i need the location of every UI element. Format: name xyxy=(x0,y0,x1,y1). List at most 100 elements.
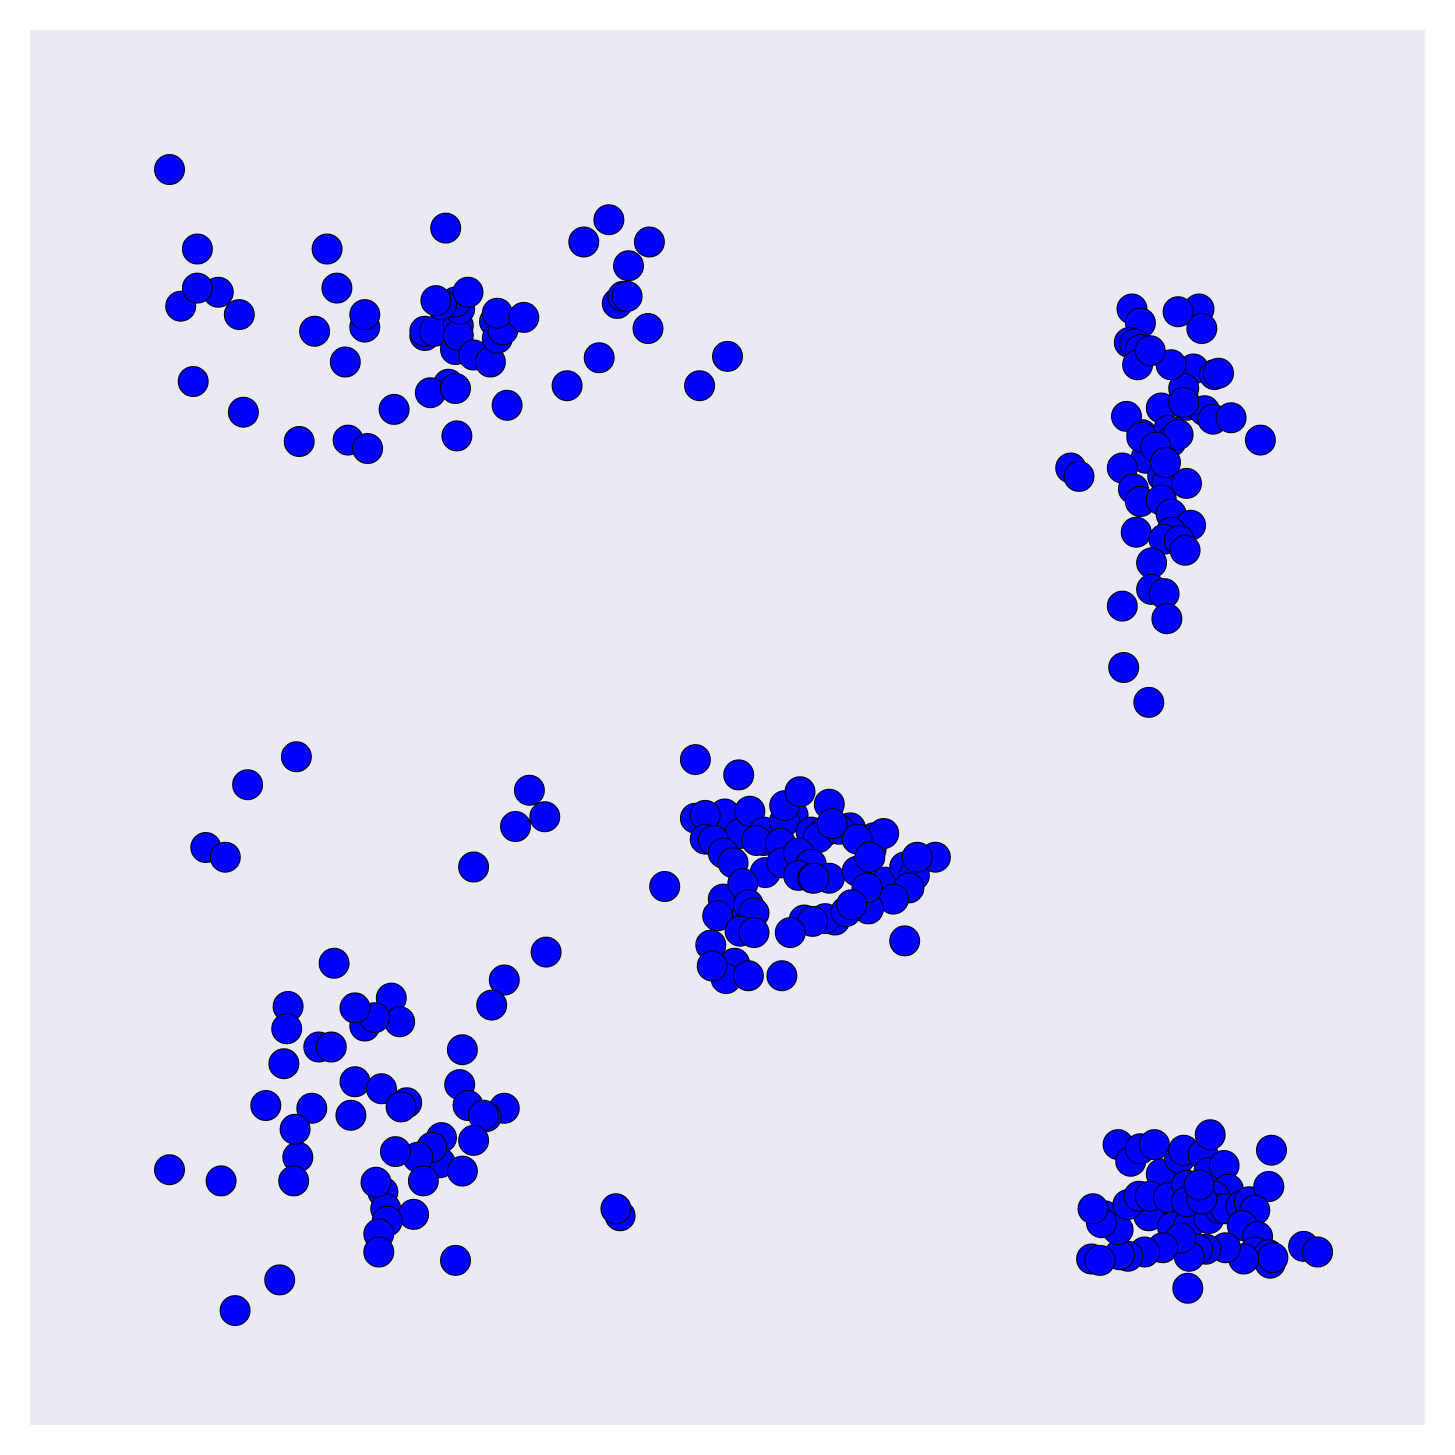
scatter-point xyxy=(446,1034,478,1066)
scatter-point xyxy=(613,250,644,282)
scatter-point xyxy=(1302,1236,1334,1268)
scatter-point xyxy=(798,862,830,894)
scatter-point xyxy=(315,1031,347,1063)
scatter-point xyxy=(712,340,743,372)
scatter-point xyxy=(458,851,490,883)
scatter-point xyxy=(679,744,711,776)
scatter-point xyxy=(177,366,209,397)
scatter-point xyxy=(349,299,381,331)
scatter-point xyxy=(209,841,241,873)
scatter-point xyxy=(530,936,562,968)
scatter-point xyxy=(232,769,264,801)
scatter-point xyxy=(366,1073,397,1105)
scatter-point xyxy=(271,1013,303,1045)
scatter-point xyxy=(476,989,508,1021)
scatter-point xyxy=(329,346,361,378)
scatter-point xyxy=(446,1155,478,1187)
scatter-point xyxy=(458,1124,490,1156)
scatter-point xyxy=(1183,1169,1215,1201)
scatter-point xyxy=(513,774,545,806)
scatter-point xyxy=(181,272,213,304)
scatter-point xyxy=(633,226,665,258)
scatter-point xyxy=(1244,424,1276,456)
scatter-point xyxy=(1203,357,1234,389)
scatter-point xyxy=(264,1264,296,1296)
scatter-point xyxy=(360,1166,392,1198)
scatter-point xyxy=(1257,1242,1289,1274)
scatter-point xyxy=(1084,1244,1116,1276)
scatter-point xyxy=(611,280,643,312)
scatter-point xyxy=(440,373,471,404)
scatter-point xyxy=(1111,400,1142,432)
scatter-point xyxy=(1171,467,1202,499)
scatter-point xyxy=(684,370,716,402)
scatter-point xyxy=(154,1154,185,1186)
scatter-point xyxy=(219,1295,251,1327)
scatter-point xyxy=(1215,402,1247,434)
scatter-point xyxy=(551,370,583,402)
scatter-point xyxy=(205,1165,237,1197)
scatter-point xyxy=(279,1113,311,1145)
scatter-point xyxy=(385,1091,417,1123)
scatter-point xyxy=(378,393,410,425)
scatter-point xyxy=(268,1048,300,1080)
scatter-point xyxy=(1136,547,1168,579)
points-layer xyxy=(154,154,1334,1327)
scatter-point xyxy=(529,801,561,833)
scatter-point xyxy=(299,315,331,347)
scatter-point xyxy=(1134,335,1166,367)
scatter-point xyxy=(500,811,531,842)
scatter-point xyxy=(774,917,806,949)
scatter-point xyxy=(583,342,615,374)
scatter-point xyxy=(440,1244,471,1276)
scatter-point xyxy=(407,1165,439,1197)
scatter-point xyxy=(420,285,452,317)
scatter-point xyxy=(363,1236,395,1268)
scatter-point xyxy=(508,301,540,333)
scatter-point xyxy=(283,426,315,457)
scatter-point xyxy=(339,1066,371,1098)
scatter-point xyxy=(181,233,213,265)
scatter-point xyxy=(311,233,343,265)
scatter-point xyxy=(1256,1134,1287,1166)
scatter-point xyxy=(352,433,384,464)
scatter-point xyxy=(901,841,933,873)
scatter-point xyxy=(854,841,886,873)
scatter-point xyxy=(318,947,350,979)
scatter-point xyxy=(430,212,462,244)
scatter-point xyxy=(723,759,755,791)
scatter-point xyxy=(600,1193,632,1225)
scatter-point xyxy=(766,960,798,992)
scatter-point xyxy=(1077,1193,1109,1225)
scatter-point xyxy=(321,272,353,304)
scatter-point xyxy=(491,389,523,421)
scatter-point xyxy=(1253,1171,1285,1202)
scatter-point xyxy=(1169,534,1201,566)
scatter-point xyxy=(1162,296,1194,328)
scatter-point xyxy=(732,960,764,992)
scatter-point xyxy=(1108,652,1140,683)
scatter-point xyxy=(593,204,625,236)
scatter-point xyxy=(696,950,728,982)
scatter-point xyxy=(632,313,664,344)
scatter-point xyxy=(836,889,868,921)
scatter-point xyxy=(702,900,734,932)
scatter-point xyxy=(380,1136,411,1168)
scatter-point xyxy=(398,1198,430,1230)
scatter-point xyxy=(488,964,520,996)
scatter-point xyxy=(339,992,371,1024)
scatter-point xyxy=(154,154,185,185)
scatter-point xyxy=(1120,516,1152,548)
scatter-point xyxy=(1106,590,1138,622)
scatter-point xyxy=(441,420,473,452)
scatter-point xyxy=(278,1165,310,1197)
scatter-point xyxy=(452,276,484,308)
scatter-point xyxy=(481,297,513,329)
scatter-point xyxy=(335,1099,367,1131)
scatter-point xyxy=(816,808,848,840)
scatter-point xyxy=(649,871,681,902)
scatter-point xyxy=(1194,1119,1226,1151)
scatter-point xyxy=(568,226,600,258)
